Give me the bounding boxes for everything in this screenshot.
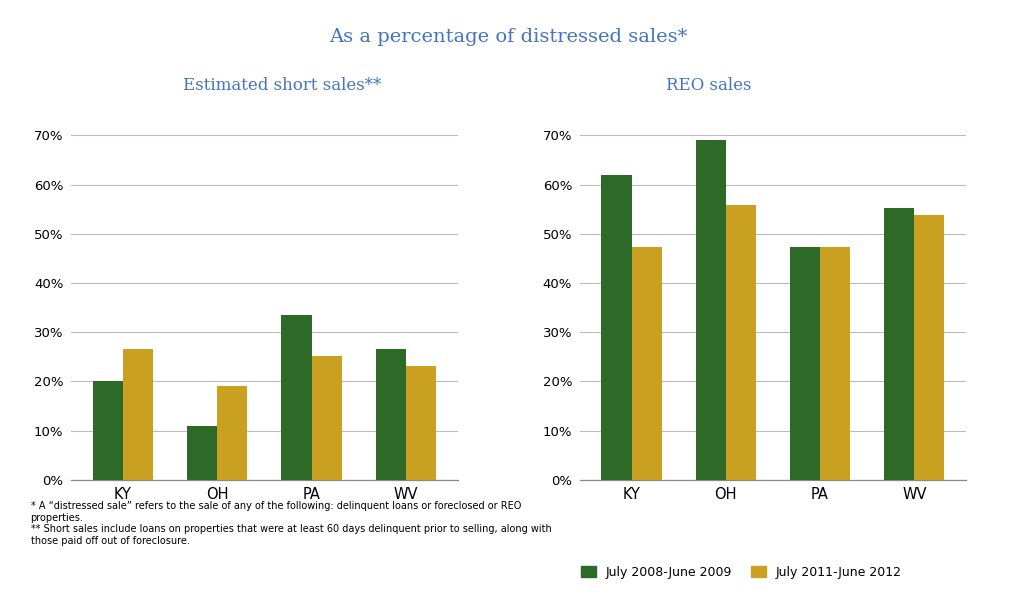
Bar	[93, 381, 123, 480]
Bar	[187, 426, 218, 480]
Bar	[914, 215, 945, 480]
Text: * A “distressed sale” refers to the sale of any of the following: delinquent loa: * A “distressed sale” refers to the sale…	[31, 501, 551, 546]
Bar	[218, 386, 247, 480]
Text: REO sales: REO sales	[666, 77, 752, 94]
Text: Estimated short sales**: Estimated short sales**	[183, 77, 381, 94]
Bar	[726, 205, 756, 480]
Bar	[282, 315, 311, 480]
Bar	[311, 355, 342, 480]
Bar	[884, 208, 914, 480]
Bar	[632, 247, 662, 480]
Bar	[790, 247, 820, 480]
Bar	[820, 247, 850, 480]
Text: As a percentage of distressed sales*: As a percentage of distressed sales*	[330, 28, 687, 46]
Bar	[406, 365, 436, 480]
Bar	[375, 349, 406, 480]
Bar	[123, 349, 154, 480]
Bar	[696, 140, 726, 480]
Bar	[601, 175, 632, 480]
Legend: July 2008-June 2009, July 2011-June 2012: July 2008-June 2009, July 2011-June 2012	[576, 561, 907, 584]
